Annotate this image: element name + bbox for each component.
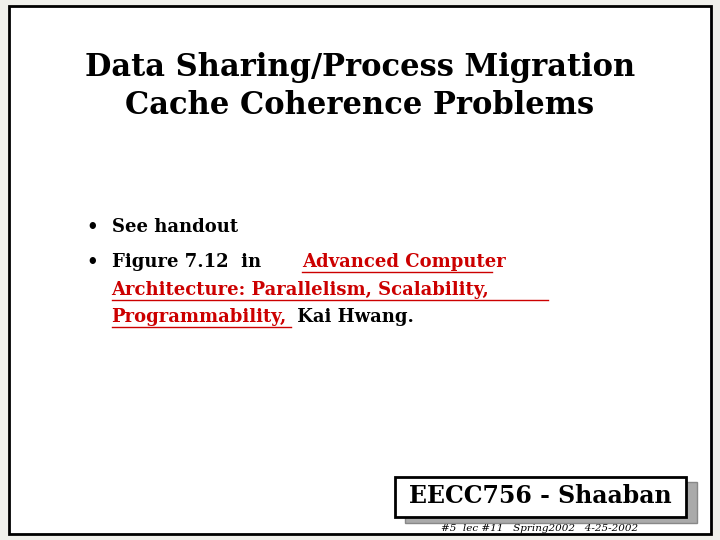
Text: Architecture: Parallelism, Scalability,: Architecture: Parallelism, Scalability, (112, 281, 490, 299)
Text: Figure 7.12  in: Figure 7.12 in (112, 253, 273, 271)
Text: Kai Hwang.: Kai Hwang. (291, 308, 413, 326)
Text: Cache Coherence Problems: Cache Coherence Problems (125, 90, 595, 121)
Text: #5  lec #11   Spring2002   4-25-2002: #5 lec #11 Spring2002 4-25-2002 (441, 524, 639, 532)
Text: Advanced Computer: Advanced Computer (302, 253, 505, 271)
Text: See handout: See handout (112, 218, 238, 236)
Text: Programmability,: Programmability, (112, 308, 287, 326)
Text: EECC756 - Shaaban: EECC756 - Shaaban (409, 484, 671, 508)
Text: •: • (86, 253, 98, 271)
Text: Data Sharing/Process Migration: Data Sharing/Process Migration (85, 52, 635, 83)
Text: •: • (86, 218, 98, 236)
